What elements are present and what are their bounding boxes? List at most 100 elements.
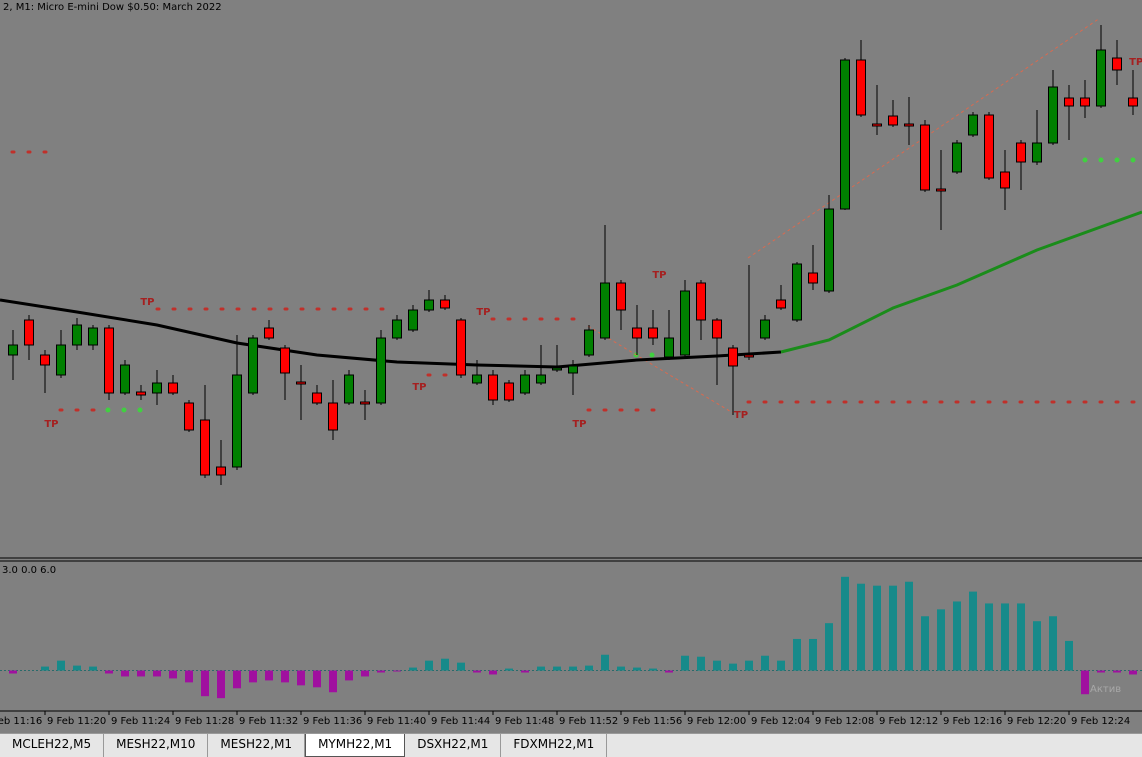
chart: 2, M1: Micro E-mini Dow $0.50: March 202… xyxy=(0,2,1142,727)
candle-body xyxy=(696,282,706,321)
candle-body xyxy=(552,367,562,371)
candle-body xyxy=(760,319,770,339)
histogram-bar xyxy=(345,670,353,681)
histogram-bar xyxy=(105,670,113,674)
tab[interactable]: MESH22,M1 xyxy=(208,734,306,757)
histogram-bar xyxy=(969,591,977,671)
candle-body xyxy=(1096,49,1106,107)
candle-body xyxy=(424,299,434,311)
x-tick-label: 9 Feb 11:24 xyxy=(111,716,170,727)
tp-label: TP xyxy=(572,419,586,430)
tp-label: TP xyxy=(652,270,666,281)
candle-body xyxy=(104,327,114,394)
tp-label: TP xyxy=(1129,57,1142,68)
histogram-bar xyxy=(73,665,81,671)
histogram-bar xyxy=(265,670,273,681)
histogram-bar xyxy=(297,670,305,686)
candle-body xyxy=(376,337,386,404)
histogram-bar xyxy=(1017,603,1025,671)
tab[interactable]: MYMH22,M1 xyxy=(305,734,406,757)
candle-body xyxy=(232,374,242,468)
histogram-bar xyxy=(377,670,385,673)
candle-body xyxy=(296,381,306,385)
histogram-bar xyxy=(921,616,929,671)
tp-label: TP xyxy=(412,382,426,393)
histogram-bar xyxy=(937,609,945,671)
histogram-bar xyxy=(537,666,545,671)
histogram-bar xyxy=(841,576,849,671)
x-tick-label: 9 Feb 11:32 xyxy=(239,716,298,727)
candle-body xyxy=(184,402,194,431)
candle-body xyxy=(952,142,962,173)
candle-body xyxy=(216,466,226,476)
candle-body xyxy=(840,59,850,210)
candle-body xyxy=(536,374,546,384)
level-dots xyxy=(10,150,1142,412)
histogram-bar xyxy=(585,665,593,671)
candle-body xyxy=(904,123,914,127)
candle-body xyxy=(984,114,994,179)
histogram-bar xyxy=(569,666,577,671)
histogram-bar xyxy=(329,670,337,693)
histogram-bar xyxy=(489,670,497,675)
histogram-bar xyxy=(393,670,401,672)
histogram-bar xyxy=(1129,670,1137,675)
histogram-bar xyxy=(521,670,529,673)
chart-title: 2, M1: Micro E-mini Dow $0.50: March 202… xyxy=(3,2,222,13)
zigzag xyxy=(587,325,734,414)
histogram-bar xyxy=(153,670,161,677)
histogram-bar xyxy=(857,583,865,671)
x-tick-label: 9 Feb 12:20 xyxy=(1007,716,1066,727)
histogram-bar xyxy=(169,670,177,679)
histogram-bar xyxy=(9,670,17,674)
candle-body xyxy=(856,59,866,116)
histogram-bar xyxy=(905,581,913,671)
zigzag xyxy=(587,17,1101,414)
candle-body xyxy=(776,299,786,309)
candle-body xyxy=(472,374,482,384)
histogram-bar xyxy=(1065,640,1073,671)
candle-body xyxy=(1080,97,1090,107)
x-tick-label: 9 Feb 11:48 xyxy=(495,716,554,727)
candle-body xyxy=(152,382,162,394)
candle-body xyxy=(568,365,578,374)
histogram-bar xyxy=(457,662,465,671)
tab[interactable]: DSXH22,M1 xyxy=(405,734,502,757)
histogram-bar xyxy=(745,660,753,671)
candle-body xyxy=(968,114,978,136)
histogram-bar xyxy=(505,668,513,671)
candle-body xyxy=(504,382,514,401)
candle-body xyxy=(88,327,98,346)
candle-body xyxy=(200,419,210,476)
histogram-bar xyxy=(201,670,209,697)
candle-body xyxy=(584,329,594,356)
histogram-bar xyxy=(809,638,817,671)
x-tick-label: 9 Feb 11:20 xyxy=(47,716,106,727)
histogram-bar xyxy=(121,670,129,677)
tab[interactable]: FDXMH22,M1 xyxy=(501,734,608,757)
tp-label: TP xyxy=(734,410,748,421)
tab[interactable]: MCLEH22,M5 xyxy=(0,734,105,757)
tab[interactable]: MESH22,M10 xyxy=(104,734,209,757)
candle-body xyxy=(488,374,498,401)
candle-body xyxy=(392,319,402,339)
histogram-bar xyxy=(777,660,785,671)
histogram-bar xyxy=(233,670,241,689)
histogram-bar xyxy=(89,666,97,671)
histogram-bar xyxy=(953,601,961,671)
tab-bar: MCLEH22,M5 MESH22,M10 MESH22,M1 MYMH22,M1 DS… xyxy=(0,733,1142,757)
candle-body xyxy=(280,347,290,374)
histogram-bar xyxy=(697,656,705,671)
histogram-bar xyxy=(473,670,481,673)
indicator-label: 3.0 0.0 6.0 xyxy=(2,565,56,576)
x-tick-label: 9 Feb 12:08 xyxy=(815,716,874,727)
candle-body xyxy=(1064,97,1074,107)
tp-label: TP xyxy=(44,419,58,430)
histogram-bar xyxy=(889,585,897,671)
candle-body xyxy=(792,263,802,321)
histogram-bar xyxy=(185,670,193,683)
candle-body xyxy=(632,327,642,339)
histogram-bar xyxy=(137,670,145,677)
candle-body xyxy=(344,374,354,404)
